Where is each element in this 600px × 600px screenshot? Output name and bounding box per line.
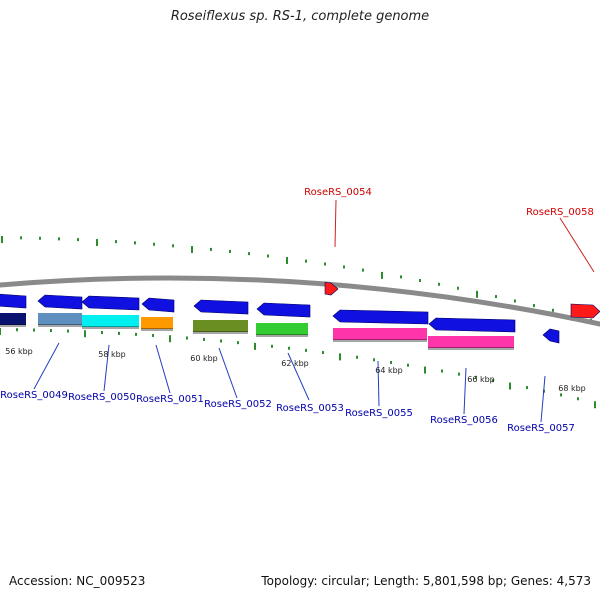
cog-bar-shadow bbox=[141, 328, 173, 331]
gene-label: RoseRS_0057 bbox=[507, 423, 575, 434]
cog-bar bbox=[38, 313, 82, 325]
kbp-labels: 56 kbp 58 kbp 60 kbp 62 kbp 64 kbp 66 kbp 68 k… bbox=[5, 347, 586, 393]
genome-backbone bbox=[0, 275, 600, 327]
label-leader-line bbox=[463, 367, 467, 415]
genome-summary-text: Topology: circular; Length: 5,801,598 bp… bbox=[261, 574, 591, 588]
cog-bar-shadow bbox=[82, 326, 139, 329]
gene-arrow-reverse bbox=[193, 299, 249, 315]
gene-label: RoseRS_0049 bbox=[0, 390, 68, 401]
gene-label: RoseRS_0050 bbox=[68, 392, 136, 403]
gene-label: RoseRS_0054 bbox=[304, 187, 372, 198]
kbp-label: 58 kbp bbox=[98, 350, 126, 359]
gene-arrow-forward bbox=[570, 303, 600, 319]
gene-features bbox=[0, 281, 600, 344]
kbp-label: 64 kbp bbox=[375, 366, 403, 375]
cog-bar-shadow bbox=[38, 324, 82, 327]
kbp-label: 56 kbp bbox=[5, 347, 33, 356]
gene-label: RoseRS_0055 bbox=[345, 408, 413, 419]
cog-bar bbox=[141, 317, 173, 329]
label-leader-line bbox=[334, 199, 337, 248]
gene-arrow-forward bbox=[324, 281, 339, 296]
gene-arrow-reverse bbox=[0, 293, 27, 309]
cog-bar bbox=[428, 336, 514, 348]
gene-arrow-reverse bbox=[37, 294, 83, 310]
label-leader-line bbox=[155, 344, 171, 394]
cog-bar-shadow bbox=[0, 324, 26, 327]
label-leaders bbox=[33, 199, 595, 423]
kbp-label: 68 kbp bbox=[558, 384, 586, 393]
label-leader-line bbox=[559, 217, 595, 273]
cog-bar-shadow bbox=[193, 331, 248, 334]
gene-arrow-reverse bbox=[256, 302, 311, 318]
gene-label: RoseRS_0053 bbox=[276, 403, 344, 414]
cog-bar-shadow bbox=[256, 334, 308, 337]
label-leader-line bbox=[33, 342, 60, 390]
accession-text: Accession: NC_009523 bbox=[9, 574, 146, 588]
genome-title: Roseiflexus sp. RS-1, complete genome bbox=[170, 9, 430, 24]
label-leader-line bbox=[540, 375, 546, 423]
gene-label: RoseRS_0051 bbox=[136, 394, 204, 405]
kbp-label: 62 kbp bbox=[281, 359, 309, 368]
gene-arrow-reverse bbox=[141, 297, 175, 313]
label-leader-line bbox=[103, 344, 110, 392]
gene-arrow-reverse bbox=[332, 309, 429, 325]
cog-bar-shadow bbox=[333, 339, 427, 342]
gene-label: RoseRS_0052 bbox=[204, 399, 272, 410]
cog-bar-shadow bbox=[428, 347, 514, 350]
label-leader-line bbox=[377, 360, 380, 407]
cog-bar bbox=[82, 315, 139, 327]
cog-bar bbox=[256, 323, 308, 335]
inner-tick-ring bbox=[0, 328, 596, 409]
gene-arrow-reverse bbox=[428, 317, 516, 333]
gene-label: RoseRS_0058 bbox=[526, 207, 594, 218]
cog-bar bbox=[0, 313, 26, 325]
gene-arrow-reverse bbox=[81, 295, 140, 311]
kbp-label: 60 kbp bbox=[190, 354, 218, 363]
label-leader-line bbox=[218, 347, 238, 399]
gene-arrow-reverse bbox=[542, 328, 560, 344]
cog-bar bbox=[333, 328, 427, 340]
cog-features bbox=[0, 313, 514, 350]
gene-label: RoseRS_0056 bbox=[430, 415, 498, 426]
gene-labels: RoseRS_0049 RoseRS_0050 RoseRS_0051 RoseRS_… bbox=[0, 187, 594, 434]
outer-tick-ring bbox=[1, 236, 592, 322]
label-leader-line bbox=[287, 352, 310, 401]
cog-bar bbox=[193, 320, 248, 332]
kbp-label: 66 kbp bbox=[467, 375, 495, 384]
